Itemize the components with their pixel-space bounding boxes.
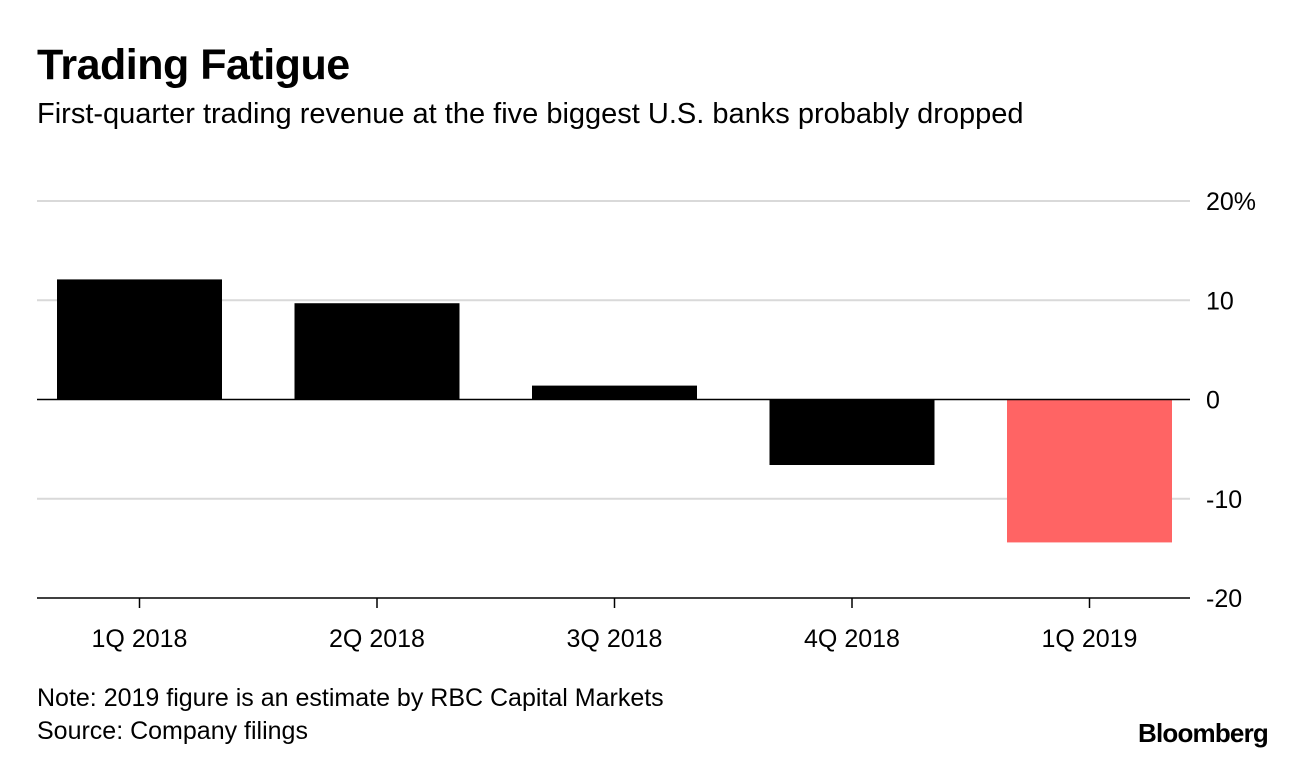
tick-labels: 20% 10 0 -10 -20 1Q 2018 2Q 2018 3Q 2018 4Q 2018…: [92, 188, 1257, 653]
bar-1q-2019: [1007, 399, 1172, 543]
x-tick-label-2: 3Q 2018: [567, 625, 663, 653]
bars: [57, 279, 1172, 543]
bloomberg-logo: Bloomberg: [1137, 718, 1269, 748]
x-tick-label-1: 2Q 2018: [329, 625, 425, 653]
chart-subtitle: First-quarter trading revenue at the fiv…: [37, 98, 1024, 130]
y-tick-label-3: -10: [1206, 486, 1242, 514]
footnote: Note: 2019 figure is an estimate by RBC …: [37, 684, 664, 712]
y-tick-label-4: -20: [1206, 585, 1242, 613]
y-tick-label-0: 20%: [1206, 188, 1256, 216]
x-tick-label-3: 4Q 2018: [804, 625, 900, 653]
bar-3q-2018: [532, 385, 697, 400]
y-tick-label-2: 0: [1206, 387, 1220, 415]
bar-1q-2018: [57, 279, 222, 400]
bar-4q-2018: [769, 399, 935, 466]
source-note: Source: Company filings: [37, 717, 308, 745]
chart-title: Trading Fatigue: [37, 41, 350, 89]
bar-2q-2018: [294, 303, 460, 400]
axes: [37, 398, 1190, 608]
x-tick-label-4: 1Q 2019: [1042, 625, 1138, 653]
x-tick-label-0: 1Q 2018: [92, 625, 188, 653]
grid-lines: [37, 200, 1190, 500]
y-tick-label-1: 10: [1206, 287, 1234, 315]
